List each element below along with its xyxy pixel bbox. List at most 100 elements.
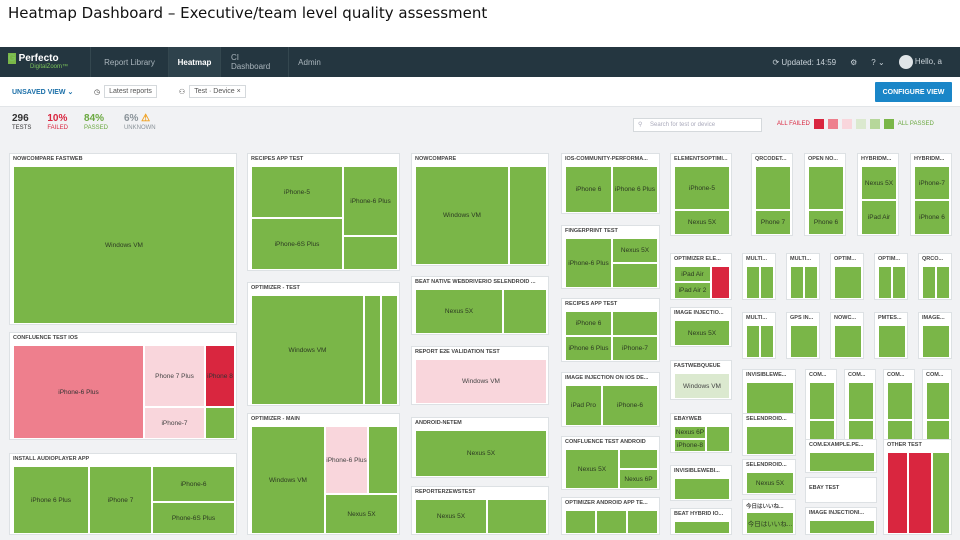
device-cell[interactable] [809, 520, 875, 534]
tile-nowcompare-fastweb[interactable]: NOWCOMPARE FASTWEB Windows VM [9, 153, 237, 325]
device-cell[interactable]: Nexus 5X [861, 166, 897, 200]
tile-ebayweb[interactable]: EBAYWEB Nexus 6P iPhone-8 [670, 413, 732, 453]
tile-qrco[interactable]: QRCO... [918, 253, 952, 300]
device-cell[interactable]: iPad Air 2 [674, 282, 711, 299]
unsaved-view-dropdown[interactable]: UNSAVED VIEW ⌄ [12, 88, 92, 96]
tile-selendroid-2[interactable]: SELENDROID... Nexus 5X [742, 459, 796, 495]
device-cell[interactable]: Nexus 5X [415, 430, 547, 477]
device-cell[interactable]: Phone 6 [808, 210, 844, 235]
tile-report-e2e-validation[interactable]: REPORT E2E VALIDATION TEST Windows VM [411, 346, 549, 405]
device-cell[interactable] [834, 325, 862, 358]
device-cell[interactable]: iPhone 7 [89, 466, 152, 534]
device-cell[interactable]: Windows VM [415, 166, 509, 265]
device-cell[interactable] [487, 499, 547, 534]
device-cell[interactable] [932, 452, 950, 534]
device-cell[interactable]: iPhone-8 [674, 439, 706, 452]
tile-optimizer-ele[interactable]: OPTIMIZER ELE... iPad Air iPad Air 2 [670, 253, 732, 300]
tile-selendroid-1[interactable]: SELENDROID... [742, 413, 796, 456]
tile-qrcodet[interactable]: QRCODET... Phone 7 [751, 153, 793, 236]
tile-image-injectioni[interactable]: IMAGE INJECTIONI... [805, 507, 877, 535]
device-cell[interactable] [746, 382, 794, 418]
device-cell[interactable]: Nexus 5X [746, 472, 794, 494]
device-cell[interactable] [848, 382, 874, 420]
tile-open-no[interactable]: OPEN NO... Phone 6 [804, 153, 846, 236]
device-cell[interactable]: iPhone 6 [914, 200, 950, 235]
tile-optimizer-android-app[interactable]: OPTIMIZER ANDROID APP TE... [561, 497, 660, 535]
refresh-icon[interactable]: ⟳ [772, 57, 780, 67]
device-cell[interactable]: Nexus 5X [415, 499, 487, 534]
gear-icon[interactable]: ⚙ [850, 57, 858, 67]
device-cell[interactable]: Windows VM [415, 359, 547, 404]
device-cell[interactable]: Nexus 5X [612, 238, 658, 263]
device-cell[interactable]: iPhone-7 [914, 166, 950, 200]
device-cell[interactable]: iPhone 6 [565, 311, 612, 336]
tile-install-audioplayer-app[interactable]: INSTALL AUDIOPLAYER APP iPhone 6 Plus iP… [9, 453, 237, 535]
device-cell[interactable]: Windows VM [674, 373, 730, 399]
tile-optim-2[interactable]: OPTIM... [874, 253, 908, 300]
device-cell[interactable]: iPhone 6 [565, 166, 612, 213]
device-cell[interactable]: iPhone-6S Plus [251, 218, 343, 270]
tile-optimizer-main[interactable]: OPTIMIZER - MAIN Windows VM iPhone-6 Plu… [247, 413, 400, 535]
device-cell[interactable] [878, 325, 906, 358]
device-cell[interactable] [922, 325, 950, 358]
device-cell[interactable]: iPad Air [861, 200, 897, 235]
tile-recipes-app-test[interactable]: RECIPES APP TEST iPhone-5 iPhone-6 Plus … [247, 153, 400, 271]
tile-hybridm-2[interactable]: HYBRIDM... iPhone-7 iPhone 6 [910, 153, 952, 236]
device-cell[interactable]: Nexus 5X [565, 449, 619, 489]
device-cell[interactable] [674, 521, 730, 534]
device-cell[interactable] [368, 426, 398, 494]
tile-image[interactable]: IMAGE... [918, 312, 952, 359]
device-cell[interactable] [565, 510, 596, 534]
device-cell[interactable]: iPhone 6 Plus [565, 336, 612, 361]
tab-heatmap[interactable]: Heatmap [168, 47, 220, 77]
tile-image-injection-ios[interactable]: IMAGE INJECTION ON IOS DE... iPad Pro iP… [561, 372, 660, 427]
tab-report-library[interactable]: Report Library [90, 47, 168, 77]
device-cell[interactable] [804, 266, 818, 299]
tile-hybridm-1[interactable]: HYBRIDM... Nexus 5X iPad Air [857, 153, 899, 236]
tile-optim-1[interactable]: OPTIM... [830, 253, 864, 300]
device-cell[interactable]: Windows VM [251, 426, 325, 534]
device-cell[interactable] [922, 266, 936, 299]
tile-beat-hybrid-io[interactable]: BEAT HYBRID IO... [670, 508, 732, 535]
device-cell[interactable] [596, 510, 627, 534]
close-icon[interactable]: × [236, 88, 241, 95]
device-cell[interactable]: iPhone 6 Plus [612, 166, 658, 213]
device-cell[interactable] [503, 289, 547, 334]
device-cell[interactable] [790, 266, 804, 299]
tile-ebay-test[interactable]: EBAY TEST [805, 477, 877, 503]
tab-ci-dashboard[interactable]: CI Dashboard [220, 47, 288, 77]
device-cell[interactable] [908, 452, 932, 534]
device-cell[interactable] [205, 407, 235, 439]
latest-reports-filter[interactable]: Latest reports [104, 85, 157, 98]
tile-confluence-test-ios[interactable]: CONFLUENCE TEST IOS iPhone-6 Plus Phone … [9, 332, 237, 440]
user-menu[interactable]: Hello, a [898, 55, 942, 69]
perfecto-logo[interactable]: G Perfecto DigitalZoom™ [0, 53, 90, 70]
tile-multi-1[interactable]: MULTI... [742, 253, 776, 300]
device-cell[interactable] [809, 452, 875, 472]
device-cell[interactable] [760, 266, 774, 299]
device-cell[interactable] [936, 266, 950, 299]
device-cell[interactable]: iPhone 8 [205, 345, 235, 407]
device-cell[interactable] [760, 325, 774, 358]
tile-gps-in[interactable]: GPS IN... [786, 312, 820, 359]
device-cell[interactable]: iPhone-6 Plus [343, 166, 398, 236]
tile-ios-community-performance[interactable]: IOS-COMMUNITY-PERFORMA... iPhone 6 iPhon… [561, 153, 660, 214]
device-cell[interactable] [612, 311, 658, 336]
tile-nowcompare[interactable]: NOWCOMPARE Windows VM [411, 153, 549, 266]
tile-beat-native-webdriverio[interactable]: BEAT NATIVE WEBDRIVERIO SELENDROID ... N… [411, 276, 549, 335]
device-cell[interactable]: Windows VM [13, 166, 235, 324]
device-cell[interactable] [711, 266, 730, 299]
device-cell[interactable]: iPhone-6 Plus [565, 238, 612, 288]
device-cell[interactable]: Nexus 5X [674, 320, 730, 346]
device-cell[interactable] [892, 266, 906, 299]
device-cell[interactable]: iPhone-7 [612, 336, 658, 361]
device-cell[interactable]: iPhone 6 Plus [13, 466, 89, 534]
tile-fingerprint-test[interactable]: FINGERPRINT TEST iPhone-6 Plus Nexus 5X [561, 225, 660, 289]
tile-pmtes[interactable]: PMTES... [874, 312, 908, 359]
device-cell[interactable]: Windows VM [251, 295, 364, 405]
device-cell[interactable]: Nexus 6P [674, 426, 706, 439]
device-cell[interactable]: iPhone-6 [152, 466, 235, 502]
tab-admin[interactable]: Admin [288, 47, 330, 77]
device-cell[interactable] [364, 295, 381, 405]
device-cell[interactable] [808, 166, 844, 210]
